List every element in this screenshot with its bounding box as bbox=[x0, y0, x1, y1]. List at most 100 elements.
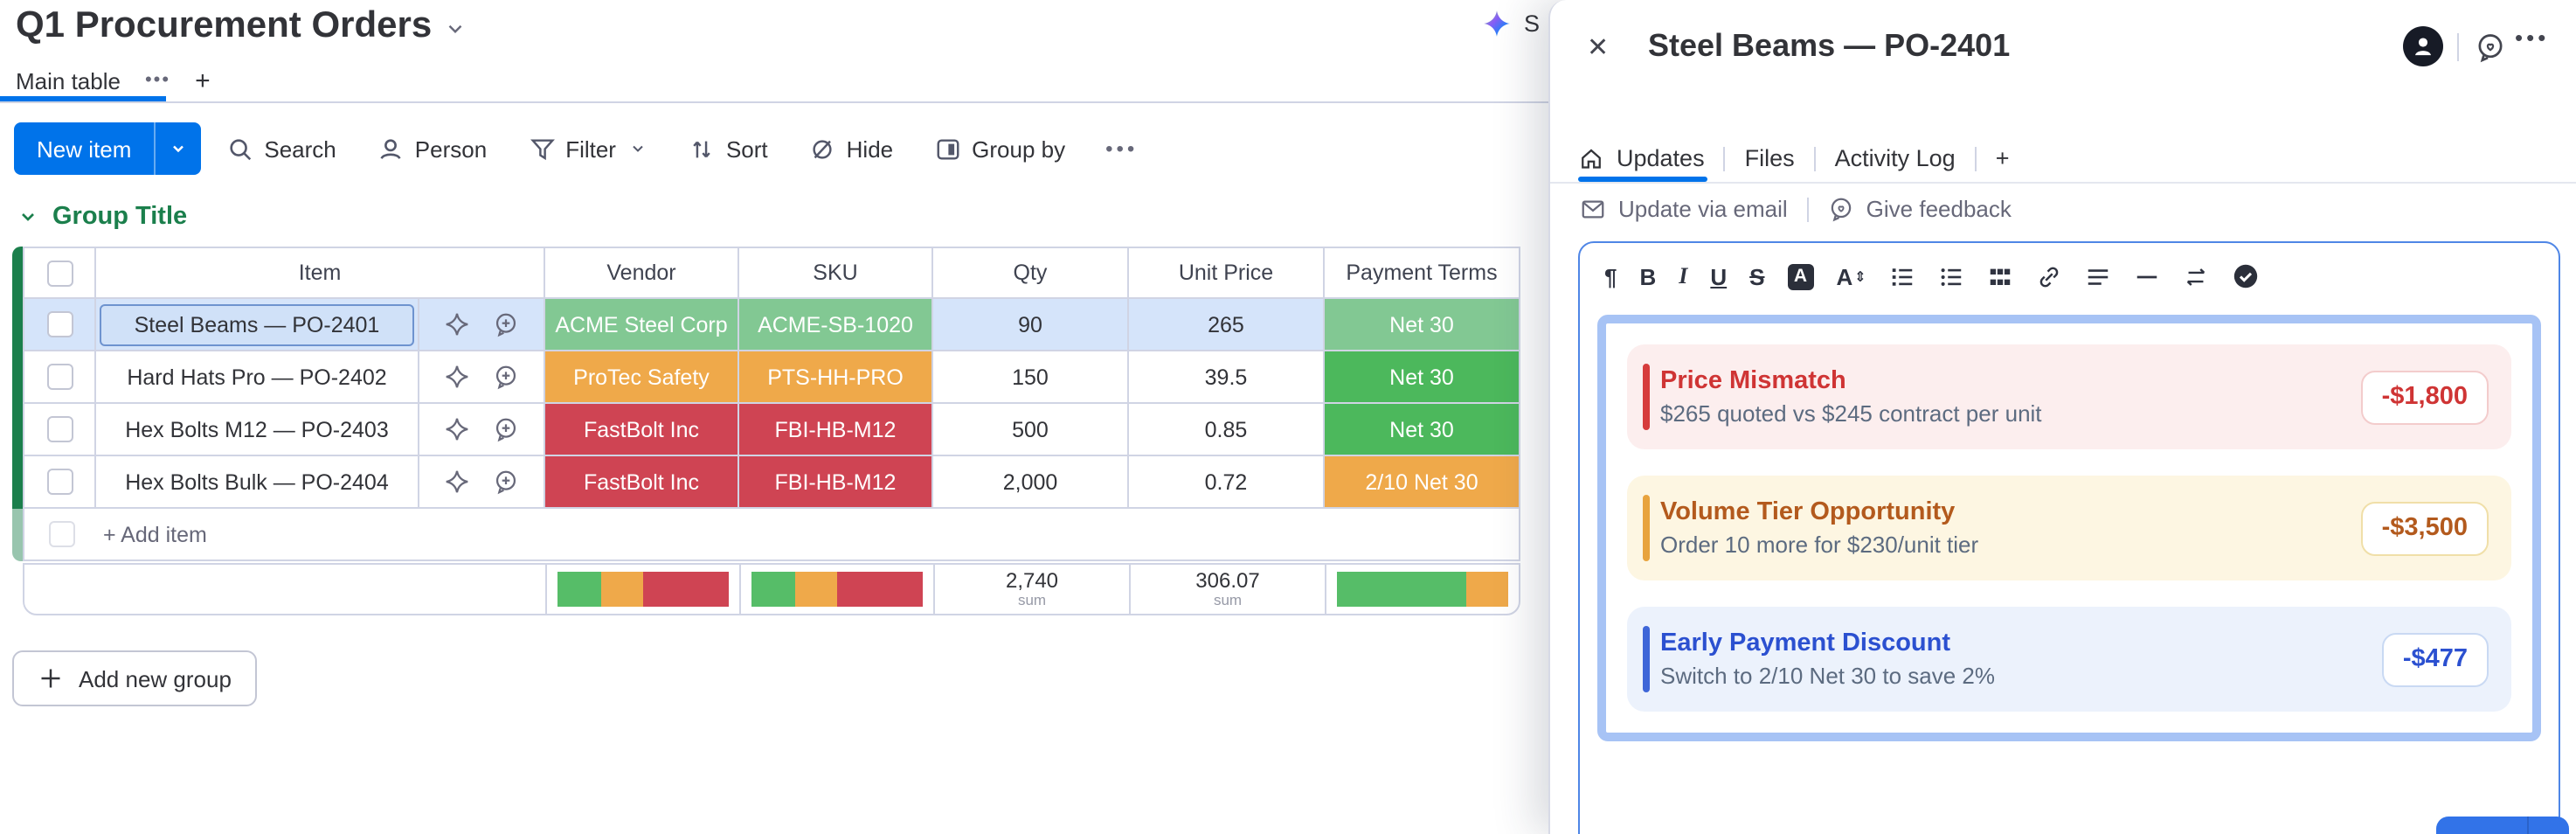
add-new-group-button[interactable]: Add new group bbox=[12, 650, 258, 706]
unit-price-cell[interactable]: 0.72 bbox=[1129, 456, 1325, 509]
give-feedback-button[interactable]: Give feedback bbox=[1828, 196, 2012, 222]
tab-files[interactable]: Files bbox=[1744, 145, 1795, 171]
horizontal-rule-icon[interactable] bbox=[2134, 263, 2160, 289]
column-header-payment-terms[interactable]: Payment Terms bbox=[1325, 247, 1520, 299]
vendor-status-cell[interactable]: FastBolt Inc bbox=[545, 404, 739, 456]
add-update-icon[interactable] bbox=[493, 416, 519, 442]
add-item-label[interactable]: + Add item bbox=[103, 522, 207, 546]
item-name-cell[interactable]: Hex Bolts M12 — PO-2403 bbox=[96, 404, 419, 456]
new-item-label[interactable]: New item bbox=[14, 122, 155, 175]
text-size-icon[interactable]: A ⇕ bbox=[1836, 263, 1866, 289]
card-amount-badge: -$3,500 bbox=[2360, 502, 2489, 556]
hide-button[interactable]: Hide bbox=[794, 124, 910, 173]
add-update-icon[interactable] bbox=[493, 469, 519, 495]
item-name-cell[interactable]: Hex Bolts Bulk — PO-2404 bbox=[96, 456, 419, 509]
column-header-item[interactable]: Item bbox=[96, 247, 545, 299]
ordered-list-icon[interactable] bbox=[1889, 263, 1915, 289]
row-checkbox[interactable] bbox=[23, 456, 96, 509]
payment-terms-cell[interactable]: Net 30 bbox=[1325, 299, 1520, 351]
qty-cell[interactable]: 2,000 bbox=[933, 456, 1129, 509]
payment-terms-cell[interactable]: Net 30 bbox=[1325, 404, 1520, 456]
sort-button[interactable]: Sort bbox=[674, 124, 784, 173]
paragraph-icon[interactable]: ¶ bbox=[1604, 263, 1617, 289]
group-header[interactable]: Group Title bbox=[17, 203, 187, 231]
toolbar-more-icon[interactable]: ••• bbox=[1105, 136, 1139, 161]
group-title[interactable]: Group Title bbox=[52, 203, 188, 231]
unit-price-cell[interactable]: 0.85 bbox=[1129, 404, 1325, 456]
filter-chevron-icon[interactable] bbox=[630, 140, 647, 157]
underline-icon[interactable]: U bbox=[1710, 263, 1728, 289]
row-checkbox[interactable] bbox=[23, 299, 96, 351]
column-header-vendor[interactable]: Vendor bbox=[545, 247, 739, 299]
add-item-row[interactable]: + Add item bbox=[23, 509, 1520, 561]
row-checkbox[interactable] bbox=[23, 351, 96, 404]
qty-cell[interactable]: 150 bbox=[933, 351, 1129, 404]
ai-sparkle-outline-icon[interactable] bbox=[444, 469, 470, 495]
sku-status-cell[interactable]: FBI-HB-M12 bbox=[739, 404, 933, 456]
new-item-button[interactable]: New item bbox=[14, 122, 202, 175]
card-title: Early Payment Discount bbox=[1660, 629, 1950, 657]
update-via-email-button[interactable]: Update via email bbox=[1580, 196, 1788, 222]
search-button[interactable]: Search bbox=[211, 124, 351, 173]
search-icon bbox=[227, 136, 253, 162]
payment-terms-cell[interactable]: 2/10 Net 30 bbox=[1325, 456, 1520, 509]
envelope-icon bbox=[1580, 196, 1606, 222]
filter-button[interactable]: Filter bbox=[513, 124, 663, 173]
ai-sparkle-outline-icon[interactable] bbox=[444, 416, 470, 442]
align-icon[interactable] bbox=[2085, 263, 2111, 289]
bold-icon[interactable]: B bbox=[1639, 263, 1657, 289]
switch-direction-icon[interactable] bbox=[2183, 263, 2209, 289]
avatar[interactable] bbox=[2403, 26, 2443, 66]
italic-icon[interactable]: I bbox=[1679, 262, 1688, 288]
panel-more-icon[interactable]: ••• bbox=[2515, 24, 2550, 51]
person-button[interactable]: Person bbox=[363, 124, 502, 173]
sku-status-cell[interactable]: ACME-SB-1020 bbox=[739, 299, 933, 351]
card-title: Volume Tier Opportunity bbox=[1660, 498, 1956, 526]
tab-main-table[interactable]: Main table bbox=[16, 67, 121, 94]
board-title[interactable]: Q1 Procurement Orders bbox=[16, 2, 467, 51]
tab-updates[interactable]: Updates bbox=[1578, 145, 1724, 171]
check-circle-icon[interactable] bbox=[2232, 262, 2260, 290]
add-update-icon[interactable] bbox=[493, 311, 519, 337]
ai-assistant-button[interactable]: S bbox=[1482, 9, 1540, 38]
qty-cell[interactable]: 500 bbox=[933, 404, 1129, 456]
ai-sparkle-outline-icon[interactable] bbox=[444, 311, 470, 337]
tab-options-icon[interactable]: ••• bbox=[144, 70, 171, 91]
vendor-status-cell[interactable]: ACME Steel Corp bbox=[545, 299, 739, 351]
chevron-down-icon[interactable] bbox=[444, 17, 467, 39]
column-header-unit-price[interactable]: Unit Price bbox=[1129, 247, 1325, 299]
feedback-bubble-icon[interactable] bbox=[2475, 31, 2506, 63]
column-header-qty[interactable]: Qty bbox=[933, 247, 1129, 299]
group-by-button[interactable]: Group by bbox=[919, 124, 1081, 173]
tab-activity-log[interactable]: Activity Log bbox=[1834, 145, 1956, 171]
ai-sparkle-outline-icon[interactable] bbox=[444, 364, 470, 390]
vendor-status-cell[interactable]: ProTec Safety bbox=[545, 351, 739, 404]
selected-content-block[interactable]: Price Mismatch $265 quoted vs $245 contr… bbox=[1597, 315, 2541, 741]
new-item-dropdown[interactable] bbox=[154, 122, 202, 175]
unit-price-cell[interactable]: 265 bbox=[1129, 299, 1325, 351]
add-update-icon[interactable] bbox=[493, 364, 519, 390]
link-icon[interactable] bbox=[2036, 263, 2062, 289]
add-view-button[interactable]: + bbox=[195, 66, 211, 95]
row-checkbox[interactable] bbox=[23, 404, 96, 456]
add-tab-button[interactable]: + bbox=[1995, 145, 2010, 171]
unit-price-cell[interactable]: 39.5 bbox=[1129, 351, 1325, 404]
vendor-status-cell[interactable]: FastBolt Inc bbox=[545, 456, 739, 509]
column-header-sku[interactable]: SKU bbox=[739, 247, 933, 299]
update-submit-button-partial[interactable] bbox=[2436, 817, 2569, 834]
group-collapse-icon[interactable] bbox=[17, 206, 38, 227]
item-name-cell[interactable]: Steel Beams — PO-2401 bbox=[96, 299, 419, 351]
sku-status-cell[interactable]: PTS-HH-PRO bbox=[739, 351, 933, 404]
bullet-list-icon[interactable] bbox=[1938, 263, 1964, 289]
qty-cell[interactable]: 90 bbox=[933, 299, 1129, 351]
item-name-cell[interactable]: Hard Hats Pro — PO-2402 bbox=[96, 351, 419, 404]
text-color-icon[interactable]: A bbox=[1787, 263, 1814, 289]
payment-terms-cell[interactable]: Net 30 bbox=[1325, 351, 1520, 404]
strikethrough-icon[interactable]: S bbox=[1749, 263, 1765, 289]
select-all-checkbox[interactable] bbox=[23, 247, 96, 299]
close-icon[interactable]: ✕ bbox=[1587, 33, 1610, 63]
update-editor[interactable]: ¶ B I U S A A ⇕ Price Misma bbox=[1578, 241, 2560, 834]
sku-status-cell[interactable]: FBI-HB-M12 bbox=[739, 456, 933, 509]
table-icon[interactable] bbox=[1987, 263, 2013, 289]
